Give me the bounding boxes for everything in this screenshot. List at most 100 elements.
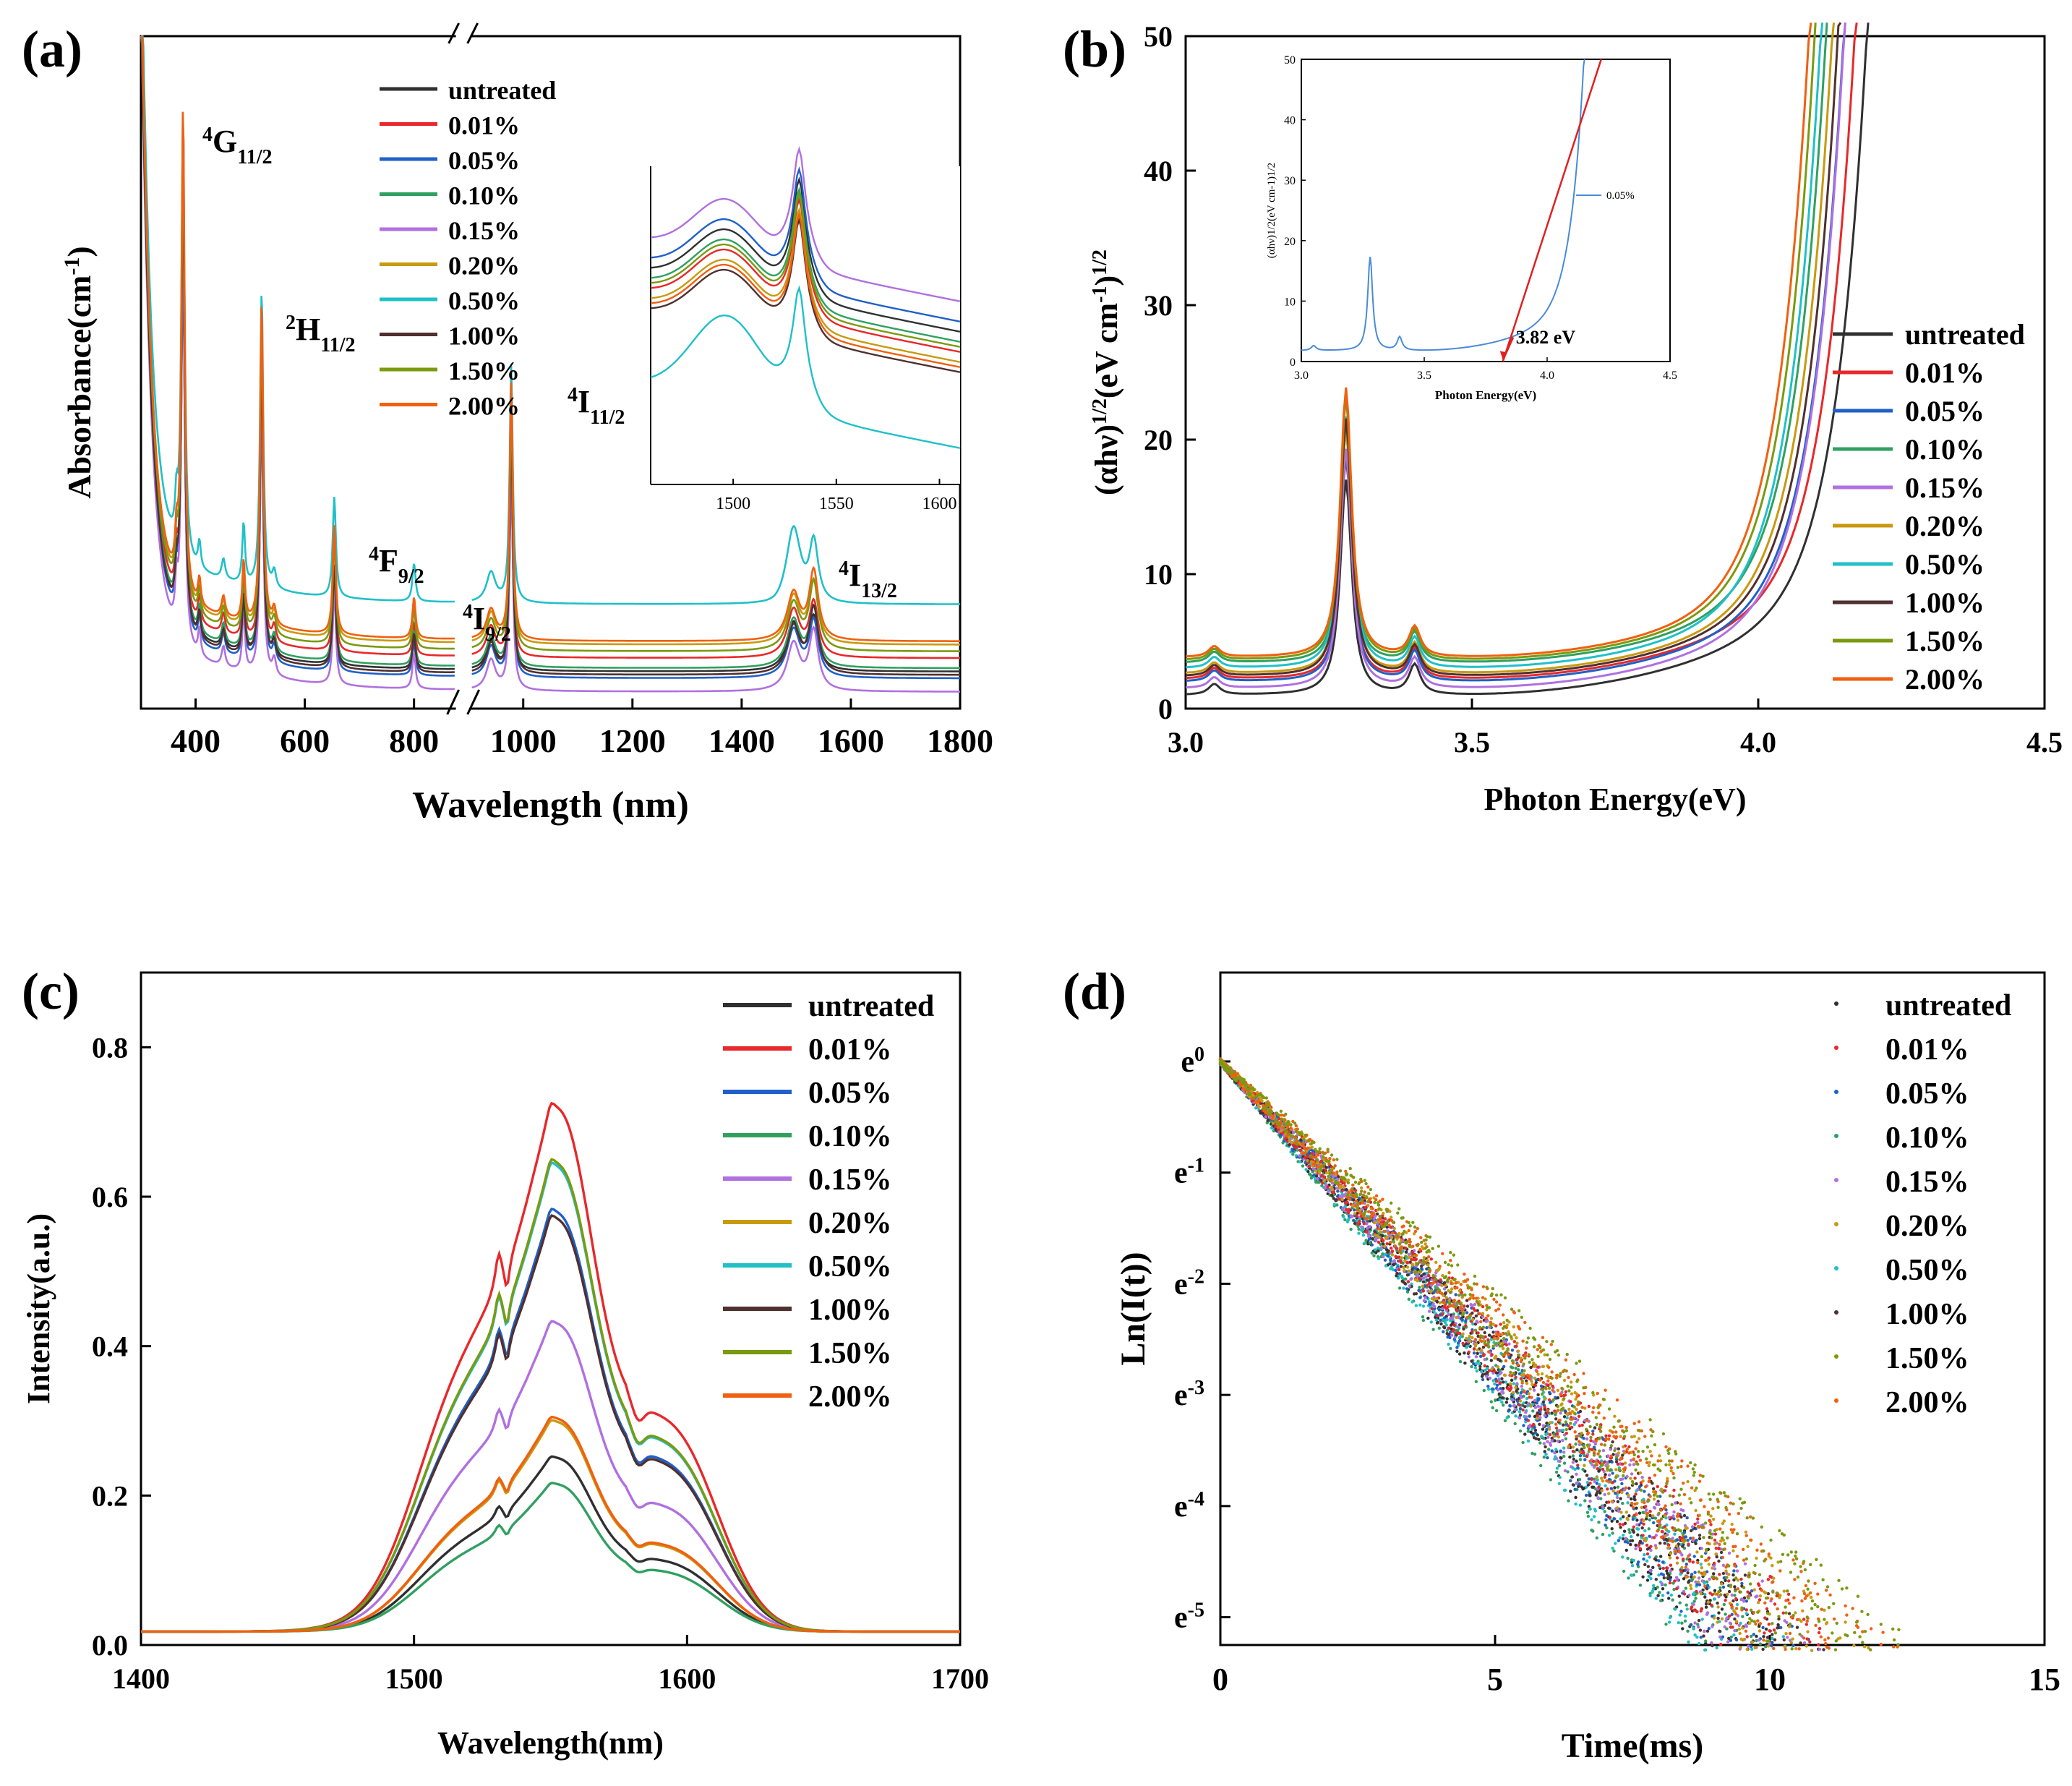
panel-d-point [1820, 1607, 1823, 1611]
panel-d-point [1622, 1529, 1627, 1533]
panel-d-point [1355, 1195, 1359, 1199]
panel-d-point [1569, 1490, 1572, 1493]
panel-d-point [1592, 1459, 1596, 1464]
panel-d-point [1763, 1631, 1766, 1635]
panel-d-point [1647, 1527, 1651, 1531]
panel-d-point [1652, 1487, 1656, 1491]
panel-d-point [1700, 1525, 1704, 1529]
panel-d-point [1439, 1318, 1442, 1323]
panel-d-point [1494, 1309, 1498, 1312]
panel-d-point [1510, 1307, 1514, 1311]
panel-d-point [1403, 1229, 1406, 1234]
panel-d-point [1688, 1559, 1692, 1563]
panel-d-point [1622, 1435, 1627, 1438]
panel-d-point [1562, 1406, 1565, 1410]
panel-d-point [1251, 1096, 1255, 1100]
panel-d-point [1501, 1353, 1504, 1356]
panel-d-point [1622, 1515, 1625, 1518]
panel-d-point [1695, 1583, 1699, 1586]
panel-d-point [1792, 1596, 1796, 1599]
panel-d-point [1592, 1515, 1596, 1518]
panel-d-point [1897, 1628, 1901, 1631]
panel-d-point [1838, 1636, 1842, 1640]
panel-a-xtick-label: 600 [280, 722, 330, 759]
panel-d-point [1512, 1311, 1516, 1315]
panel-d-point [1372, 1254, 1376, 1257]
panel-d-point [1659, 1535, 1664, 1539]
panel-d-point [1657, 1559, 1661, 1563]
panel-d-point [1736, 1587, 1740, 1591]
panel-d-point [1390, 1201, 1393, 1205]
panel-d-point [1667, 1545, 1671, 1549]
panel-d-ytick-label: e-5 [1174, 1599, 1204, 1635]
panel-d-point [1770, 1597, 1773, 1601]
panel-d-point [1763, 1559, 1766, 1563]
panel-d-point [1530, 1396, 1533, 1399]
panel-d-point [1481, 1346, 1486, 1349]
panel-d-point [1715, 1555, 1718, 1559]
panel-d-point [1315, 1174, 1319, 1178]
panel-d-point [1558, 1418, 1562, 1422]
panel-d-point [1573, 1467, 1577, 1471]
panel-d-point [1778, 1594, 1782, 1597]
panel-d-point [1332, 1158, 1336, 1162]
panel-d-point [1590, 1518, 1593, 1521]
panel-d-point [1599, 1430, 1603, 1433]
panel-d-point [1563, 1393, 1567, 1397]
panel-d-point [1377, 1207, 1382, 1210]
panel-d-point [1637, 1437, 1641, 1440]
panel-a-peak-label: 4F9/2 [369, 543, 424, 588]
panel-d-point [1538, 1346, 1542, 1350]
panel-d-point [1356, 1224, 1360, 1229]
panel-d-point [1519, 1396, 1523, 1400]
panel-d-point [1556, 1388, 1560, 1393]
panel-d-point [1457, 1294, 1461, 1297]
panel-d-point [1489, 1323, 1493, 1327]
panel-d-point [1533, 1398, 1537, 1403]
panel-d-point [1547, 1386, 1551, 1390]
panel-d-point [1664, 1463, 1668, 1467]
panel-d-point [1447, 1326, 1450, 1330]
panel-d-point [1570, 1417, 1575, 1421]
panel-d-point [1277, 1117, 1281, 1121]
panel-d-point [1447, 1289, 1450, 1293]
panel-d-point [1543, 1353, 1546, 1356]
panel-d-point [1491, 1323, 1495, 1326]
panel-d-point [1284, 1112, 1288, 1116]
panel-d-point [1444, 1275, 1448, 1278]
panel-d-point [1735, 1555, 1739, 1558]
panel-b-legend-label: 2.00% [1905, 663, 1985, 696]
panel-d-point [1314, 1148, 1317, 1151]
panel-d-point [1698, 1583, 1702, 1586]
panel-d-point [1545, 1422, 1549, 1425]
panel-b-inset-frame [1301, 59, 1671, 362]
panel-d-point [1295, 1139, 1299, 1143]
panel-d-point [1458, 1359, 1463, 1364]
panel-d-point [1434, 1260, 1438, 1265]
panel-d-point [1431, 1328, 1435, 1331]
panel-d-point [1632, 1458, 1635, 1461]
panel-d-point [1574, 1420, 1577, 1424]
panel-d-point [1426, 1258, 1429, 1262]
panel-d-point [1544, 1453, 1548, 1456]
panel-d-point [1462, 1311, 1465, 1315]
panel-d-point [1793, 1578, 1797, 1581]
panel-d-point [1491, 1330, 1495, 1334]
panel-d-point [1536, 1433, 1539, 1437]
panel-d-point [1682, 1508, 1685, 1513]
panel-d-point [1810, 1595, 1813, 1599]
panel-d-point [1707, 1627, 1711, 1631]
panel-b-inset-curve [1301, 59, 1585, 351]
panel-d-point [1361, 1201, 1365, 1205]
panel-d-point [1815, 1558, 1818, 1561]
panel-d-point [1648, 1461, 1651, 1464]
panel-d-point [1498, 1398, 1502, 1402]
panel-d-point [1438, 1301, 1442, 1304]
panel-d-point [1729, 1584, 1733, 1587]
panel-d-point [1484, 1316, 1488, 1320]
panel-d-point [1470, 1330, 1474, 1334]
panel-d-point [1481, 1325, 1486, 1330]
panel-d-point [1536, 1414, 1539, 1418]
panel-d-point [1485, 1375, 1489, 1378]
panel-d-point [1709, 1532, 1713, 1536]
